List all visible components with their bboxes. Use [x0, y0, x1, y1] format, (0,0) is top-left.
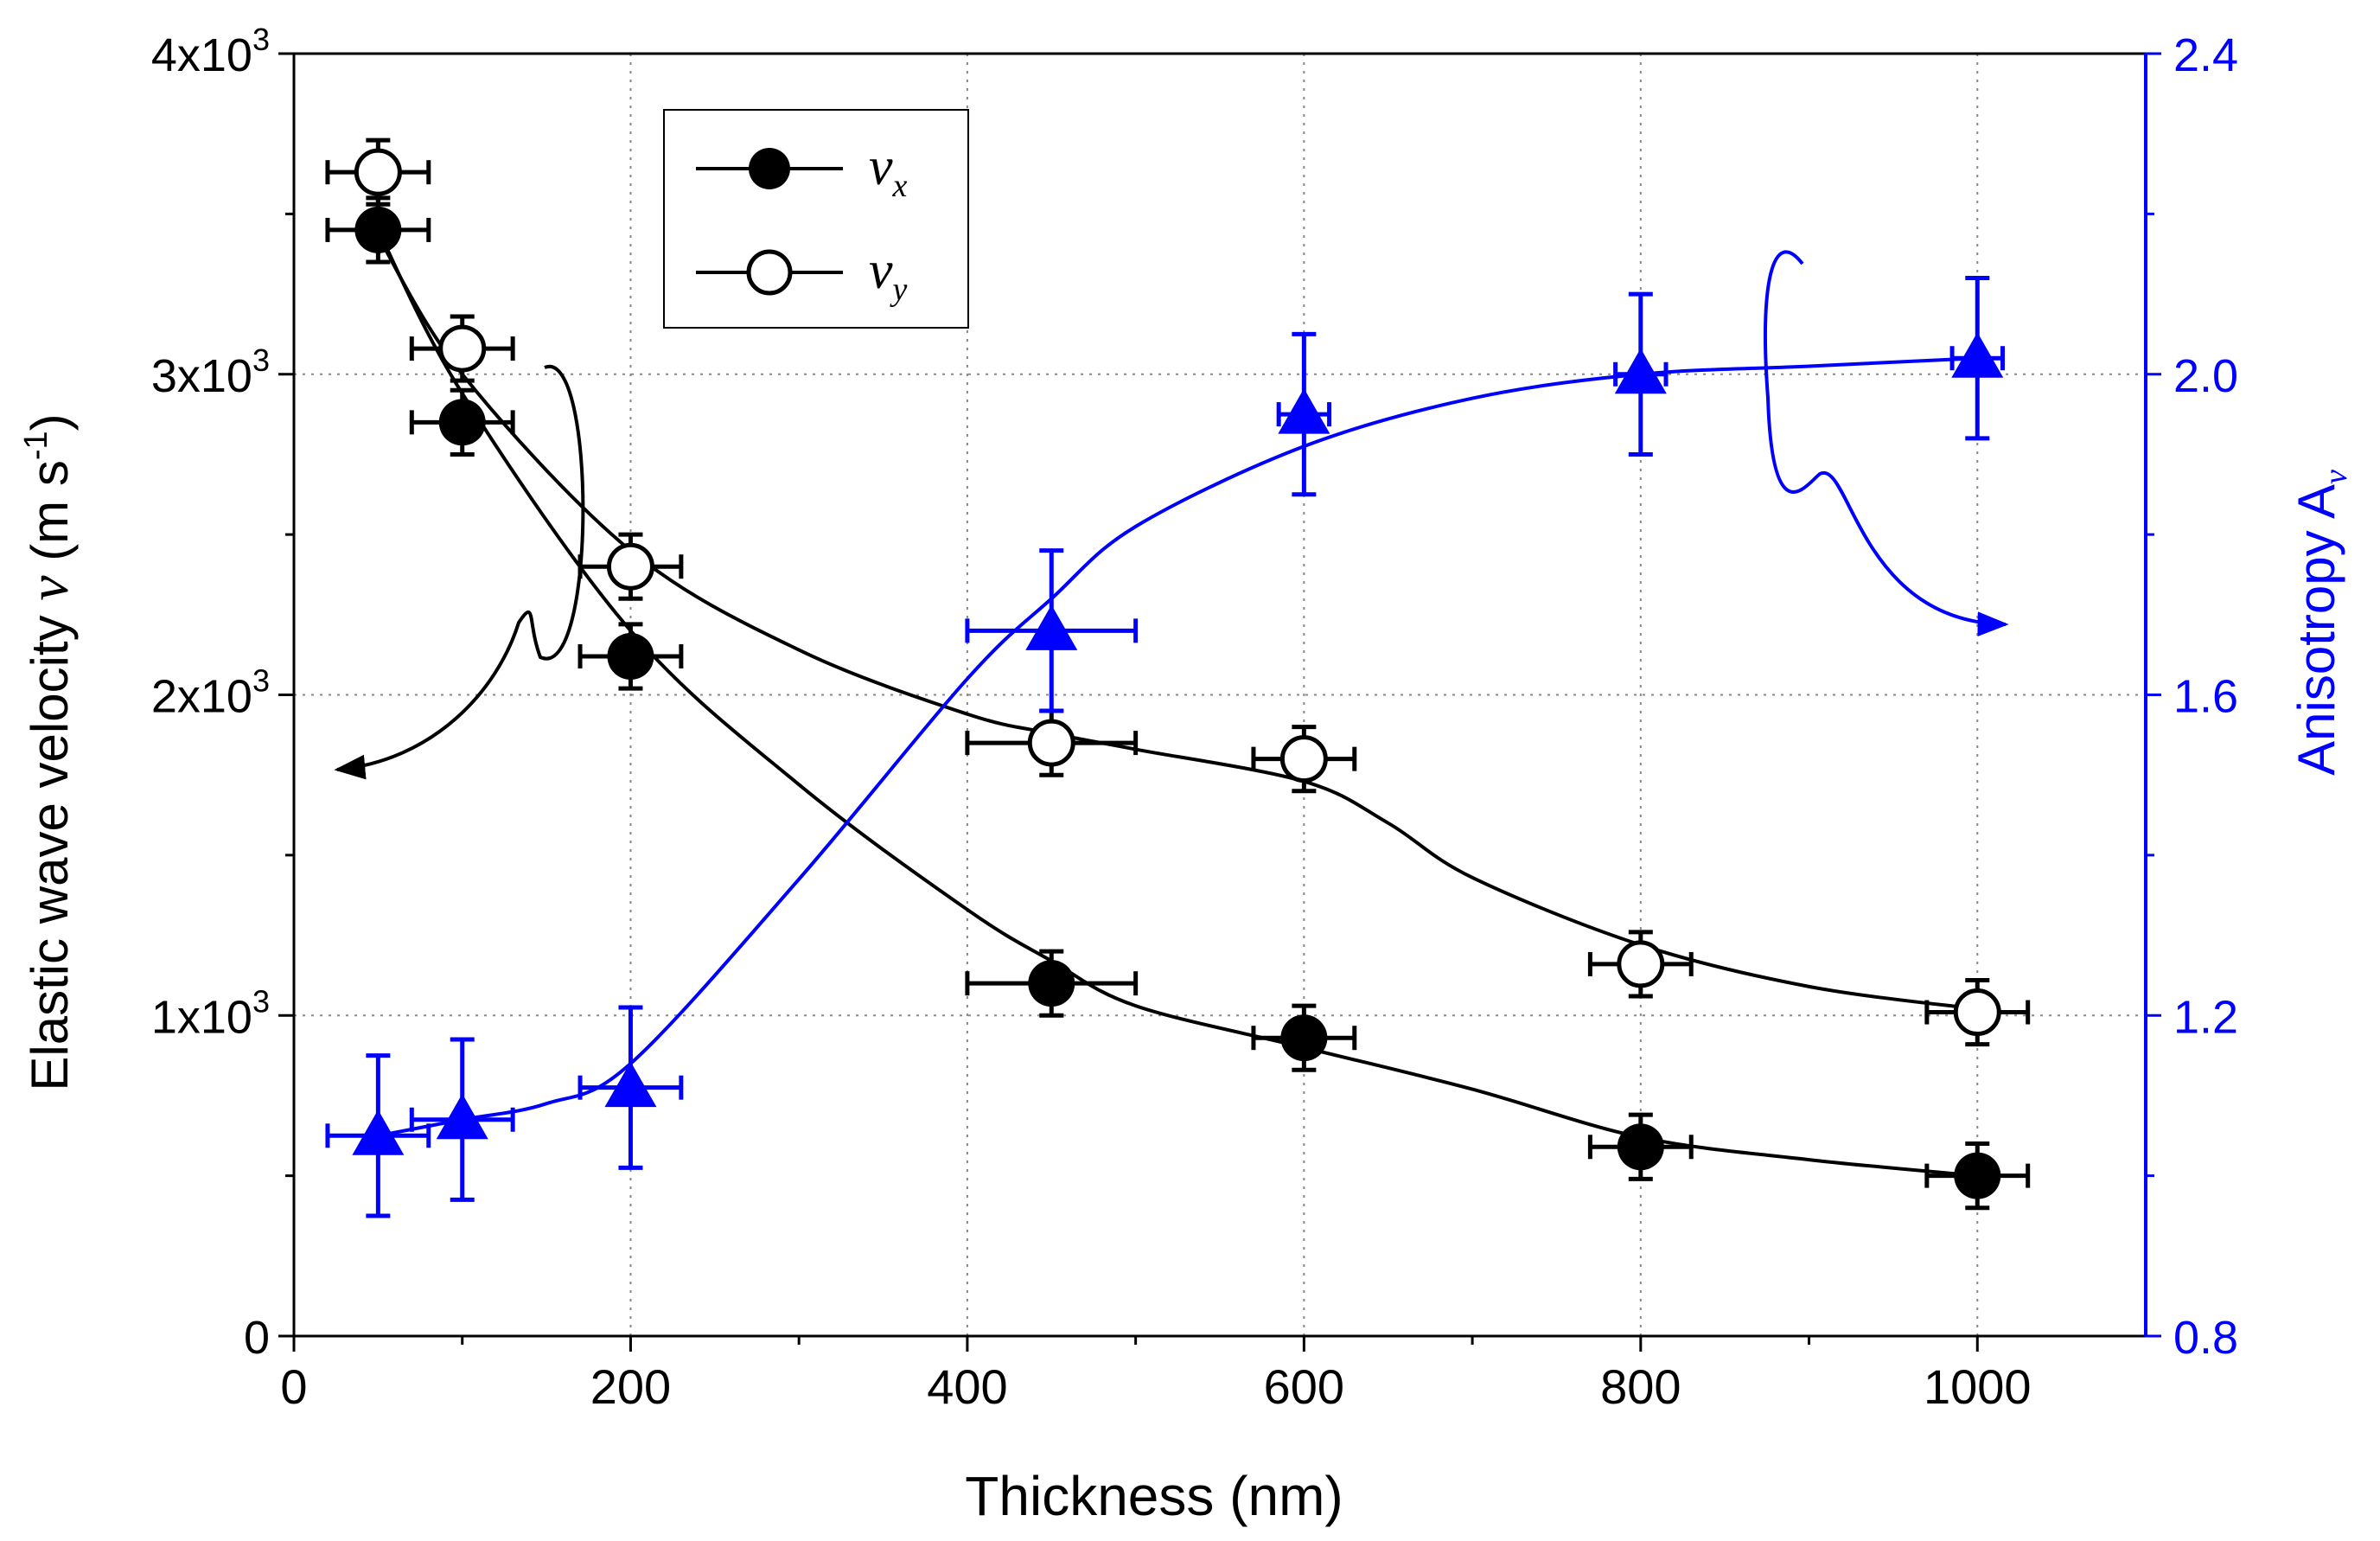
x-tick-label: 1000 — [1924, 1359, 2032, 1414]
y-left-title-unit: (m s — [21, 460, 79, 575]
fit-curves — [376, 228, 1978, 1178]
y-left-tick-label: 0 — [244, 1312, 270, 1364]
data-point-anisotropy — [1278, 388, 1330, 434]
y-right-title-sub: ν — [2318, 470, 2354, 484]
x-tick-label: 200 — [590, 1359, 671, 1414]
data-point-vy — [606, 542, 654, 591]
data-point-vx — [354, 206, 402, 253]
data-point-vx — [1028, 960, 1075, 1007]
x-tick-label: 0 — [280, 1359, 307, 1414]
data-point-vy — [1279, 735, 1328, 783]
y-left-title-unit-exp: -1 — [18, 431, 54, 460]
legend-sub-vx: x — [892, 168, 908, 204]
y-axis-title-left: Elastic wave velocity ν (m s-1) — [17, 413, 80, 1090]
data-point-vy — [1027, 719, 1075, 767]
legend: νx νy — [663, 109, 969, 329]
y-left-title-text: Elastic wave velocity — [21, 601, 79, 1091]
y-right-tick-label: 1.6 — [2173, 671, 2238, 723]
legend-symbol-vx: ν — [869, 137, 893, 196]
data-point-vx — [607, 633, 654, 681]
legend-sub-vy: y — [890, 272, 908, 308]
y-left-tick-base: 3x10 — [151, 350, 252, 402]
data-point-anisotropy — [352, 1109, 405, 1155]
data-point-anisotropy — [604, 1061, 657, 1108]
legend-item-vx: νx — [696, 137, 908, 204]
y-right-tick-label: 1.2 — [2173, 991, 2238, 1043]
y-left-tick-exp: 3 — [252, 663, 270, 699]
data-point-vy — [438, 324, 487, 373]
x-tick-label: 400 — [927, 1359, 1007, 1414]
legend-marker-vx — [749, 148, 790, 189]
data-point-vx — [1954, 1152, 2001, 1199]
y-right-tick-label: 2.4 — [2173, 29, 2238, 81]
right-axis-pointer-arrow — [1764, 250, 2009, 636]
y-left-tick-label: 4x103 — [151, 22, 270, 81]
y-axis-title-right: Anisotropy Aν — [2287, 470, 2354, 776]
legend-marker-vy — [746, 249, 793, 296]
y-left-title-symbol: ν — [17, 575, 80, 601]
x-axis-title: Thickness (nm) — [965, 1465, 1343, 1527]
fit-curve-vy — [376, 235, 1978, 1011]
data-point-vx — [438, 399, 486, 446]
y-left-tick-exp: 3 — [252, 342, 270, 378]
left-axis-pointer-arrow — [334, 365, 585, 780]
data-point-anisotropy — [1614, 348, 1667, 394]
data-point-vy — [354, 148, 402, 196]
data-point-vx — [1280, 1014, 1328, 1062]
y-left-title-unit-close: ) — [21, 413, 79, 431]
legend-symbol-vy: ν — [869, 241, 893, 300]
legend-box — [663, 109, 969, 329]
grid — [294, 54, 2146, 1336]
x-tick-label: 600 — [1264, 1359, 1344, 1414]
data-point-anisotropy — [1025, 604, 1078, 650]
y-right-title-text: Anisotropy A — [2287, 484, 2345, 776]
y-left-tick-label: 1x103 — [151, 983, 270, 1043]
data-point-anisotropy — [436, 1093, 488, 1140]
legend-label-vy: νy — [869, 241, 908, 308]
y-left-tick-base: 0 — [244, 1312, 270, 1364]
y-left-tick-base: 4x10 — [151, 29, 252, 81]
fit-curve-vx — [376, 228, 1978, 1178]
y-left-tick-label: 2x103 — [151, 663, 270, 723]
y-left-tick-base: 1x10 — [151, 991, 252, 1043]
y-left-tick-base: 2x10 — [151, 671, 252, 723]
data-points — [325, 137, 2031, 1218]
y-right-tick-label: 2.0 — [2173, 350, 2238, 402]
data-point-vx — [1617, 1123, 1664, 1171]
x-tick-label: 800 — [1600, 1359, 1681, 1414]
data-point-vy — [1617, 940, 1665, 988]
data-point-vy — [1953, 988, 2001, 1037]
y-left-tick-exp: 3 — [252, 22, 270, 57]
y-left-tick-label: 3x103 — [151, 342, 270, 402]
data-point-anisotropy — [1951, 332, 2004, 378]
y-left-tick-exp: 3 — [252, 983, 270, 1019]
legend-label-vx: νx — [869, 137, 908, 204]
y-right-tick-label: 0.8 — [2173, 1312, 2238, 1364]
axis-ticks: 0 200 400 600 800 100001x1032x1033x1034x1030.… — [151, 22, 2238, 1414]
legend-item-vy: νy — [696, 241, 908, 308]
